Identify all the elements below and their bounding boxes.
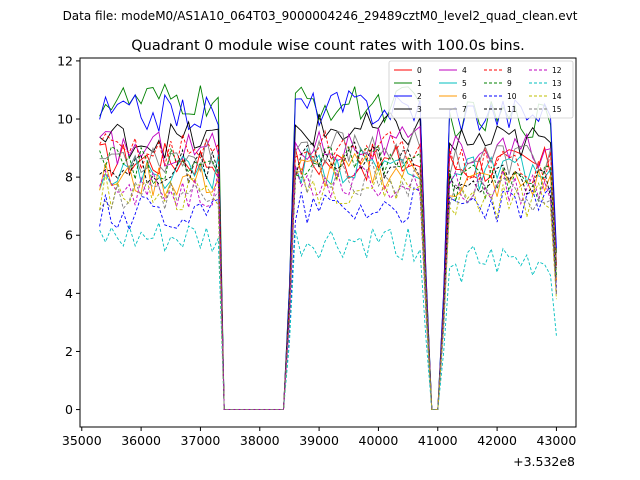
x-tick-label: 43000 (537, 433, 577, 448)
series-layer (99, 83, 557, 411)
legend-label: 1 (417, 79, 422, 88)
y-tick-label: 12 (57, 53, 73, 68)
plot-area (79, 57, 577, 428)
series-line-9 (99, 144, 557, 411)
y-tick-label: 6 (65, 228, 73, 243)
legend-box (388, 60, 574, 119)
series-line-10 (99, 186, 557, 411)
series-line-6 (99, 152, 557, 411)
legend-label: 3 (417, 105, 422, 114)
legend-label: 12 (552, 66, 562, 75)
series-line-13 (99, 221, 557, 411)
axis-ticks: 35000 36000 37000 38000 39000 40000 41000 42000… (57, 53, 576, 448)
legend-label: 6 (462, 92, 467, 101)
series-line-11 (99, 141, 557, 411)
legend-label: 11 (507, 105, 517, 114)
legend-label: 2 (417, 92, 422, 101)
suptitle: Data file: modeM0/AS1A10_064T03_90000042… (63, 9, 578, 23)
y-tick-label: 4 (65, 286, 73, 301)
x-tick-label: 41000 (418, 433, 458, 448)
y-tick-label: 10 (57, 112, 73, 127)
series-line-3 (99, 111, 557, 411)
legend-label: 4 (462, 66, 467, 75)
series-line-15 (99, 161, 557, 411)
series-line-12 (99, 165, 557, 411)
x-tick-label: 35000 (62, 433, 102, 448)
legend-label: 0 (417, 66, 422, 75)
series-line-1 (99, 83, 557, 411)
x-tick-label: 36000 (121, 433, 161, 448)
series-line-7 (99, 127, 557, 411)
series-line-2 (99, 90, 557, 411)
series-line-0 (99, 143, 557, 411)
legend-label: 8 (507, 66, 512, 75)
x-tick-label: 42000 (477, 433, 517, 448)
legend-label: 9 (507, 79, 512, 88)
x-offset-label: +3.532e8 (513, 454, 575, 469)
x-tick-label: 39000 (299, 433, 339, 448)
legend-label: 13 (552, 79, 562, 88)
legend-label: 5 (462, 79, 467, 88)
x-tick-label: 37000 (181, 433, 221, 448)
chart-title: Quadrant 0 module wise count rates with … (131, 38, 525, 54)
legend-label: 14 (552, 92, 562, 101)
y-tick-label: 0 (65, 402, 73, 417)
x-tick-label: 40000 (359, 433, 399, 448)
y-tick-label: 2 (65, 344, 73, 359)
series-line-14 (99, 167, 557, 411)
y-tick-label: 8 (65, 170, 73, 185)
series-line-4 (99, 125, 557, 411)
legend-label: 7 (462, 105, 467, 114)
x-tick-label: 38000 (240, 433, 280, 448)
legend-label: 10 (507, 92, 517, 101)
legend-label: 15 (552, 105, 562, 114)
